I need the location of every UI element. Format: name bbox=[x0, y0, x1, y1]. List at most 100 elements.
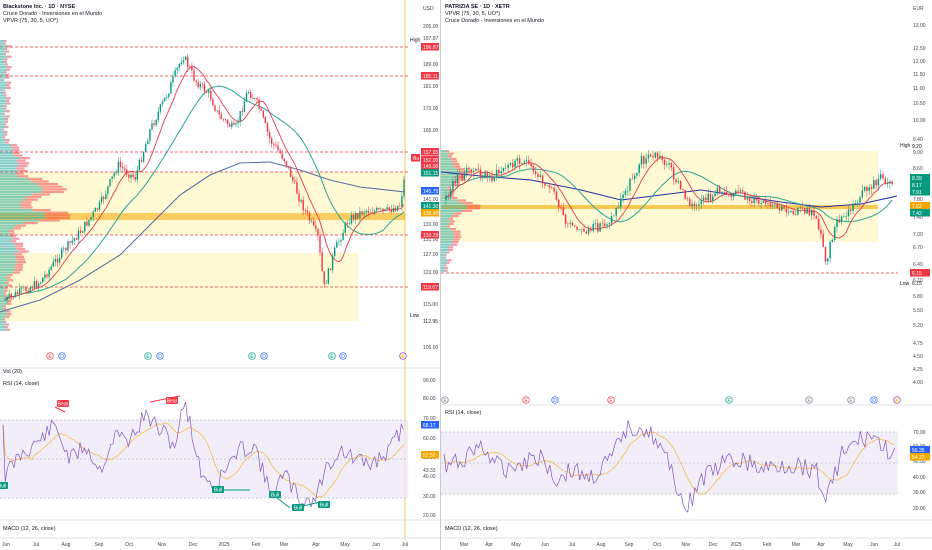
vp-bar-down bbox=[21, 206, 33, 209]
price-tag bbox=[421, 283, 439, 291]
rsi-label[interactable]: RSI (14, close) bbox=[3, 381, 40, 387]
time-tick-label: Jul bbox=[894, 542, 900, 548]
vp-bar-down bbox=[4, 287, 8, 290]
price-tick-label: 181.00 bbox=[423, 84, 439, 90]
candle-body bbox=[712, 196, 714, 201]
price-tick-label: 7.00 bbox=[913, 232, 923, 238]
vp-bar-up bbox=[0, 190, 42, 193]
event-marker[interactable] bbox=[607, 396, 615, 404]
price-tick-label: 6.70 bbox=[913, 245, 923, 251]
candle-body bbox=[815, 215, 818, 219]
patrizia-chart-canvas[interactable]: EUR 13.00 12.50 12.00 11.50 11.00 10.50 10.00 9.… bbox=[441, 0, 932, 550]
vp-bar-up bbox=[0, 214, 46, 217]
event-markers[interactable]: E E D E E E E D ⚡ bbox=[441, 396, 901, 404]
event-marker[interactable] bbox=[725, 396, 733, 404]
event-marker[interactable] bbox=[248, 352, 256, 360]
event-marker[interactable] bbox=[328, 352, 336, 360]
event-marker[interactable] bbox=[260, 352, 268, 360]
vp-bar-down bbox=[451, 196, 458, 199]
vp-bar-down bbox=[15, 245, 24, 248]
candle-body bbox=[147, 141, 149, 145]
candle-body bbox=[808, 207, 811, 216]
indicator-label-2[interactable]: Cruce Dorado - Inversiones en el Mundo bbox=[445, 18, 545, 24]
price-tag bbox=[421, 202, 439, 210]
event-marker-label: D bbox=[341, 354, 345, 360]
price-pane[interactable] bbox=[0, 0, 408, 368]
candle-body bbox=[732, 193, 735, 197]
event-marker[interactable] bbox=[847, 396, 855, 404]
candle-body bbox=[46, 274, 48, 277]
symbol-title[interactable]: PATRIZIA SE · 1D · XETR bbox=[445, 4, 510, 10]
event-marker[interactable] bbox=[144, 352, 152, 360]
vp-bar-down bbox=[457, 199, 467, 202]
vp-bar-up bbox=[0, 318, 4, 321]
event-marker[interactable] bbox=[893, 396, 901, 404]
event-marker[interactable] bbox=[551, 396, 559, 404]
time-tick-label: Jun bbox=[372, 542, 380, 548]
vp-bar-down bbox=[4, 289, 8, 292]
candle-body bbox=[285, 161, 288, 167]
symbol-title[interactable]: Blackstone Inc. · 1D · NYSE bbox=[3, 4, 76, 10]
price-tick-label: 165.00 bbox=[423, 128, 439, 134]
indicator-label-2[interactable]: VPVR (75, 30, 5, UO*) bbox=[3, 18, 59, 24]
vp-bar-down bbox=[450, 228, 456, 231]
macd-label[interactable]: MACD (12, 26, close) bbox=[3, 526, 56, 532]
vp-bar-up bbox=[0, 110, 7, 113]
vol-label[interactable]: Vol (20) bbox=[3, 369, 22, 375]
indicator-label-1[interactable]: Cruce Dorado - Inversiones en el Mundo bbox=[3, 11, 103, 17]
candle-body bbox=[514, 160, 516, 168]
candle-body bbox=[75, 238, 78, 240]
candle-body bbox=[199, 83, 201, 88]
candle-body bbox=[810, 209, 813, 216]
macd-label[interactable]: MACD (12, 26, close) bbox=[445, 526, 498, 532]
candle-body bbox=[484, 172, 486, 178]
vp-bar-down bbox=[10, 144, 17, 147]
candle-body bbox=[741, 190, 744, 192]
vp-bar-down bbox=[16, 159, 26, 162]
event-marker[interactable] bbox=[441, 396, 449, 404]
patrizia-chart-panel[interactable]: EUR 13.00 12.50 12.00 11.50 11.00 10.50 10.00 9.… bbox=[441, 0, 932, 550]
time-axis[interactable]: Mar Apr May Jun Jul Aug Sep Oct Nov Dec 2025 Feb Mar… bbox=[460, 542, 901, 548]
vp-bar-down bbox=[6, 138, 10, 141]
event-markers[interactable]: E D E D E D E D ⚡ bbox=[46, 352, 407, 360]
candle-body bbox=[367, 210, 369, 213]
event-marker[interactable] bbox=[339, 352, 347, 360]
event-marker[interactable] bbox=[156, 352, 164, 360]
price-tag-label: 152.00 bbox=[423, 158, 439, 164]
vp-bar-up bbox=[0, 60, 5, 63]
blackstone-chart-canvas[interactable]: USD 205.00 197.87 189.00 181.00 173.00 165.00 1… bbox=[0, 0, 440, 550]
candle-body bbox=[774, 203, 776, 205]
blackstone-chart-panel[interactable]: USD 205.00 197.87 189.00 181.00 173.00 165.00 1… bbox=[0, 0, 441, 550]
candle-body bbox=[134, 177, 136, 180]
vp-bar-up bbox=[441, 235, 455, 238]
price-tick-label: 5.80 bbox=[913, 294, 923, 300]
candle-body bbox=[105, 194, 107, 199]
event-marker[interactable] bbox=[46, 352, 54, 360]
price-tick-label: 115.00 bbox=[423, 302, 438, 308]
vp-bar-up bbox=[441, 186, 448, 189]
candle-body bbox=[544, 183, 546, 186]
left-legend[interactable]: Blackstone Inc. · 1D · NYSE Cruce Dorado… bbox=[3, 4, 102, 25]
vp-bar-up bbox=[0, 185, 41, 188]
rsi-label[interactable]: RSI (14, close) bbox=[445, 410, 482, 416]
event-marker[interactable] bbox=[58, 352, 66, 360]
event-marker[interactable] bbox=[805, 396, 813, 404]
vp-bar-up bbox=[0, 305, 4, 308]
event-marker[interactable] bbox=[870, 396, 878, 404]
vp-bar-up bbox=[0, 71, 5, 74]
vp-bar-down bbox=[6, 328, 10, 331]
vp-bar-up bbox=[441, 217, 449, 220]
candle-body bbox=[891, 182, 893, 185]
price-tick-label: 5.50 bbox=[913, 308, 923, 314]
candle-body bbox=[721, 191, 723, 193]
event-marker[interactable] bbox=[399, 352, 407, 360]
rsi-tick-label: 50.00 bbox=[913, 459, 926, 465]
indicator-label-1[interactable]: VPVR (75, 30, 5, UO*) bbox=[445, 11, 501, 17]
right-legend[interactable]: PATRIZIA SE · 1D · XETR VPVR (75, 30, 5,… bbox=[445, 4, 544, 25]
price-tag bbox=[421, 156, 439, 164]
vp-bar-down bbox=[6, 276, 11, 279]
time-axis[interactable]: Jun Jul Aug Sep Oct Nov Dec 2025 Feb Mar Apr May Jun… bbox=[2, 542, 408, 548]
event-marker[interactable] bbox=[522, 396, 530, 404]
vp-bar-up bbox=[0, 144, 11, 147]
candle-body bbox=[532, 166, 535, 172]
